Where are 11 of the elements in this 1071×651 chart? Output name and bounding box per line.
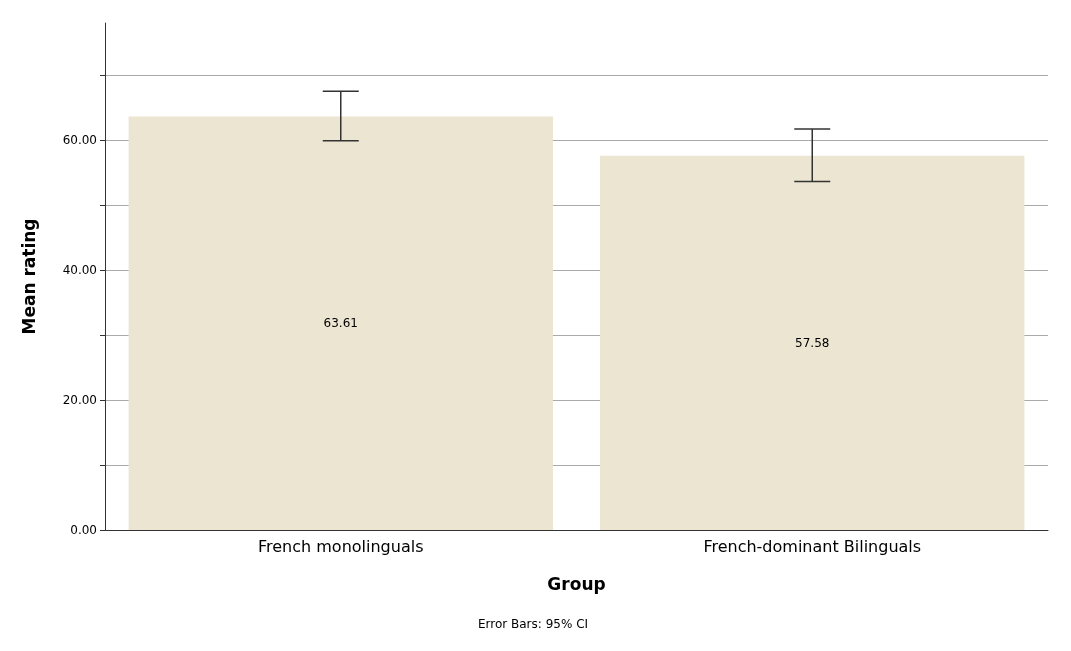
x-tick-label: French-dominant Bilinguals [703,536,922,556]
y-tick-label: 0.00 [70,523,97,537]
data-label: 57.58 [795,335,830,350]
y-axis-title: Mean rating [18,218,39,335]
y-tick-label: 20.00 [62,393,97,407]
y-tick-label: 60.00 [62,133,97,147]
y-tick-label: 40.00 [62,263,97,277]
text: Error Bars: 95% CI [477,617,589,631]
data-label: 63.61 [323,316,358,331]
x-tick-label: French monolinguals [258,536,424,556]
x-axis-title: Group [547,573,606,594]
